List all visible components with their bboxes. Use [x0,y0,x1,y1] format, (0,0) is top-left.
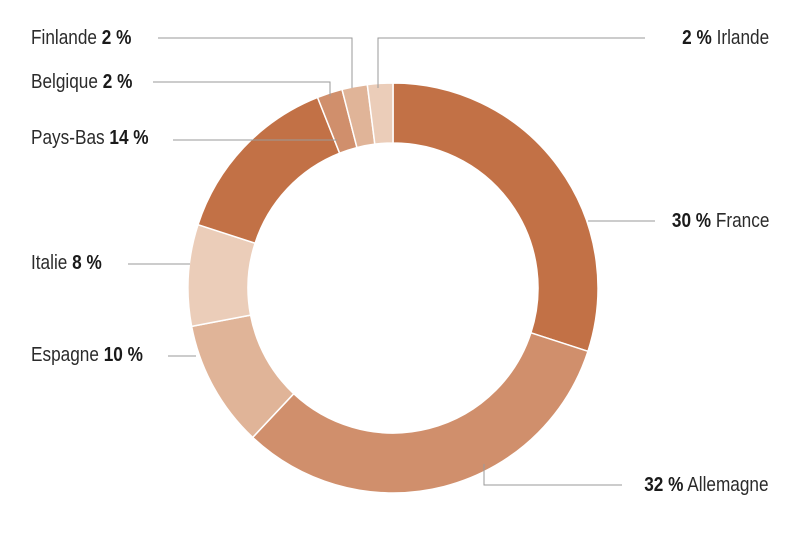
label-pays-bas: Pays-Bas 14 % [31,126,149,150]
label-finlande: Finlande 2 % [31,26,131,50]
leader-line-irlande [377,37,645,88]
label-finlande-name: Finlande [31,27,97,49]
label-belgique-name: Belgique [31,71,98,93]
label-allemagne: 32 % Allemagne [645,473,769,497]
label-france-name: France [715,210,769,232]
label-france: 30 % France [671,209,769,233]
label-espagne-value: 10 % [103,344,143,366]
label-finlande-value: 2 % [101,27,132,49]
label-allemagne-name: Allemagne [687,474,769,496]
label-pays-bas-name: Pays-Bas [31,127,105,149]
leader-line-belgique [153,81,331,96]
label-italie-value: 8 % [72,252,102,274]
label-pays-bas-value: 14 % [109,127,149,149]
donut-slices [187,82,599,494]
label-irlande-value: 2 % [681,27,712,49]
label-belgique: Belgique 2 % [31,70,132,94]
callout-lines [128,37,655,486]
label-allemagne-value: 32 % [644,474,684,496]
leader-line-allemagne [483,464,622,486]
slice-pays-bas [197,96,341,245]
label-italie: Italie 8 % [31,251,102,275]
slice-irlande [366,82,394,145]
slice-allemagne [251,331,589,494]
leader-line-finlande [158,37,353,88]
slice-france [392,82,599,353]
label-espagne: Espagne 10 % [31,343,143,367]
label-belgique-value: 2 % [102,71,133,93]
label-italie-name: Italie [31,252,68,274]
label-espagne-name: Espagne [31,344,99,366]
label-france-value: 30 % [671,210,711,232]
label-irlande: 2 % Irlande [682,26,769,50]
label-irlande-name: Irlande [716,27,769,49]
